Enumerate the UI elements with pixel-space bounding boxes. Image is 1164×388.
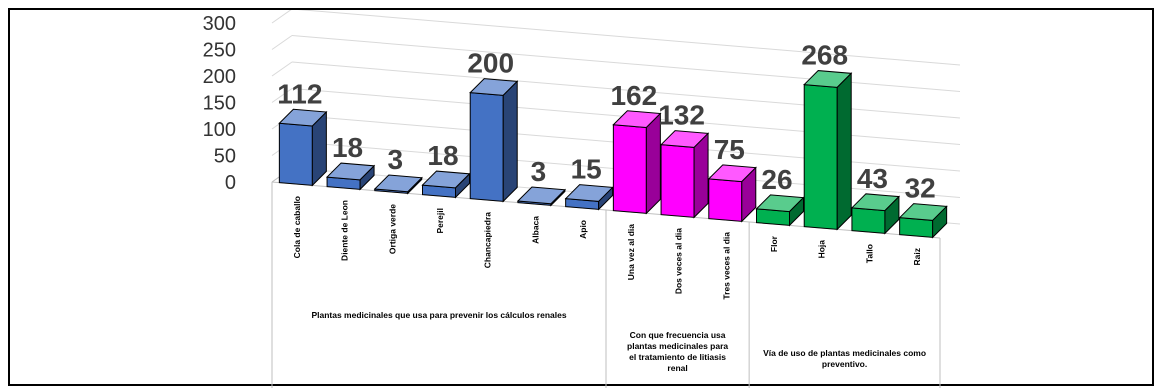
category-label: Flor xyxy=(769,235,779,252)
category-labels: Cola de caballo Diente de Leon Ortiga verd… xyxy=(292,196,922,300)
value-label: 26 xyxy=(761,164,792,195)
category-label: Raiz xyxy=(912,248,922,265)
value-label: 3 xyxy=(531,156,547,187)
value-label: 18 xyxy=(427,140,458,171)
bar-front xyxy=(851,207,886,234)
bar-side xyxy=(311,110,327,187)
bar-side xyxy=(932,205,948,239)
group-labels: Plantas medicinales que usa para preveni… xyxy=(311,310,926,373)
value-label: 15 xyxy=(571,154,602,185)
group-label-line: renal xyxy=(667,363,687,373)
bar-front xyxy=(278,122,313,186)
bar-front xyxy=(612,124,647,214)
gridline-side xyxy=(271,61,293,77)
bar-side xyxy=(884,195,900,235)
bar-side xyxy=(598,186,614,211)
bar-side xyxy=(455,172,470,199)
bar-front xyxy=(803,84,838,230)
value-label: 3 xyxy=(387,144,403,175)
category-label: Perejil xyxy=(435,208,445,234)
y-tick-label: 200 xyxy=(203,66,236,88)
value-label: 132 xyxy=(658,100,705,131)
bar-side xyxy=(502,80,518,203)
y-tick-label: 300 xyxy=(203,13,236,35)
bar-side xyxy=(693,132,709,219)
category-label: Dos veces al dia xyxy=(674,228,684,294)
y-tick-label: 250 xyxy=(203,40,236,62)
value-label: 268 xyxy=(801,40,848,71)
bar-side xyxy=(407,176,423,195)
y-tick-label: 0 xyxy=(225,172,236,194)
category-label: Tres veces al dia xyxy=(721,232,731,300)
group-label-line: Con que frecuencia usa xyxy=(630,330,726,340)
bar-top xyxy=(373,174,423,193)
gridline-side xyxy=(271,35,293,50)
category-label: Una vez al dia xyxy=(626,224,636,280)
bar-front xyxy=(660,144,695,218)
category-label: Apio xyxy=(578,220,588,239)
value-label: 162 xyxy=(610,80,657,111)
bar-side xyxy=(741,166,757,223)
group-label-line: Vía de uso de plantas medicinales como xyxy=(763,348,926,358)
gridline-side xyxy=(271,88,293,103)
y-tick-label: 150 xyxy=(203,93,236,115)
bar-side xyxy=(550,188,566,207)
value-label: 112 xyxy=(277,78,322,109)
value-label: 200 xyxy=(467,48,514,79)
gridline xyxy=(297,10,961,66)
chart-frame: 0 50 100 150 200 250 300 112 18 3 18 200 3 15 162 132 7… xyxy=(8,8,1154,388)
bar-front xyxy=(469,92,504,202)
bar-top xyxy=(516,186,567,205)
group-label: Plantas medicinales que usa para preveni… xyxy=(311,310,566,320)
category-label: Diente de Leon xyxy=(340,200,350,261)
gridline-side xyxy=(271,10,292,24)
y-tick-label: 100 xyxy=(203,119,236,141)
group-label: Vía de uso de plantas medicinales como pr… xyxy=(763,348,926,369)
group-label-line: plantas medicinales para xyxy=(627,341,728,351)
category-label: Albaca xyxy=(530,216,540,244)
bar-side xyxy=(645,112,661,215)
category-label: Cola de caballo xyxy=(292,196,302,258)
value-label: 32 xyxy=(905,173,936,204)
category-label: Tallo xyxy=(864,244,874,263)
bar-side xyxy=(789,196,804,227)
bar-side xyxy=(359,164,375,191)
category-label: Ortiga verde xyxy=(387,204,397,254)
group-label: Con que frecuencia usa plantas medicinale… xyxy=(627,330,728,373)
group-label-line: preventivo. xyxy=(822,359,867,369)
bar-side xyxy=(836,72,852,231)
group-label-line: el tratamiento de litiasis xyxy=(629,352,726,362)
y-tick-label: 50 xyxy=(214,146,236,168)
group-label-line: Plantas medicinales que usa para preveni… xyxy=(311,310,566,320)
value-label: 75 xyxy=(714,134,745,165)
bars xyxy=(278,70,948,239)
category-label: Chancapiedra xyxy=(483,212,493,268)
category-label: Hoja xyxy=(817,240,827,259)
value-label: 18 xyxy=(332,132,363,163)
y-axis: 0 50 100 150 200 250 300 xyxy=(203,13,236,194)
bar-front xyxy=(899,217,934,238)
value-label: 43 xyxy=(857,163,888,194)
bar-front xyxy=(708,178,743,222)
